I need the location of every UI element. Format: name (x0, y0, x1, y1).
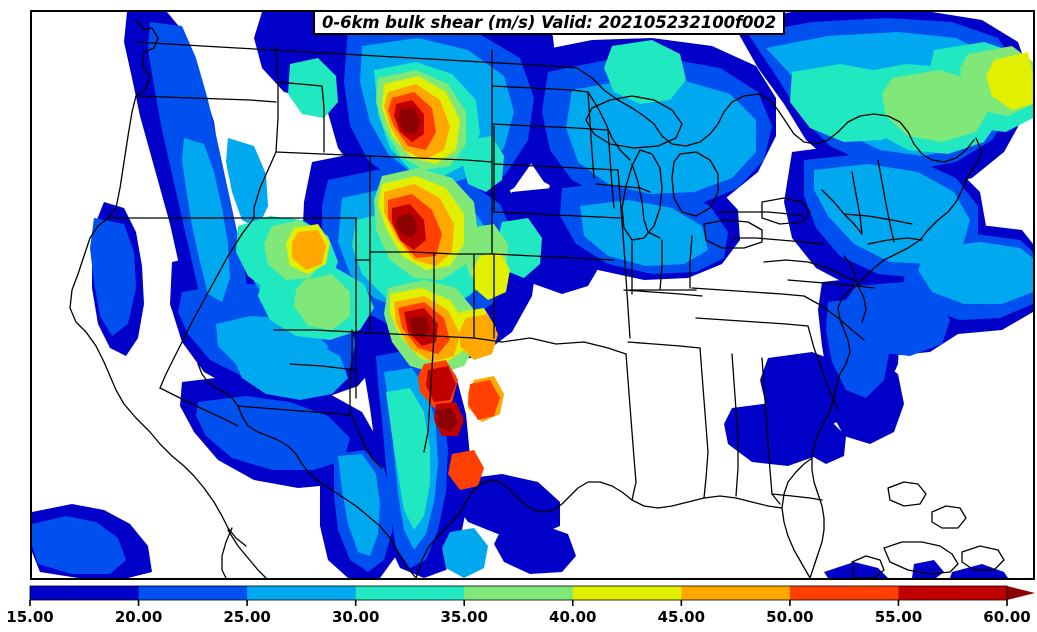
colorbar-canvas[interactable]: 15.00 20.00 25.00 30.00 35.00 40.00 45.00 50.00… (0, 584, 1037, 632)
geography-layer (69, 19, 1005, 578)
map-canvas[interactable] (32, 12, 1033, 578)
colorbar-band (572, 586, 682, 600)
colorbar-tick-label: 30.00 (332, 608, 379, 626)
colorbar-tick-label: 60.00 (983, 608, 1030, 626)
shear-band-60-plus (396, 108, 458, 432)
colorbar-band (30, 586, 140, 600)
colorbar-tick-label: 15.00 (6, 608, 53, 626)
colorbar-extend-arrow (1007, 586, 1035, 600)
colorbar-band (138, 586, 248, 600)
colorbar-tick-label: 25.00 (223, 608, 270, 626)
colorbar-band (789, 586, 900, 600)
map-title-text: 0-6km bulk shear (m/s) Valid: 2021052321… (322, 13, 777, 32)
colorbar-tick-label: 20.00 (115, 608, 162, 626)
colorbar-tick-label: 40.00 (549, 608, 596, 626)
colorbar-band (247, 586, 357, 600)
colorbar-band (355, 586, 465, 600)
colorbar-tick-label: 45.00 (658, 608, 705, 626)
map-panel[interactable] (30, 10, 1035, 580)
colorbar-tick-label: 50.00 (766, 608, 813, 626)
map-title-box: 0-6km bulk shear (m/s) Valid: 2021052321… (313, 10, 786, 35)
colorbar-band (898, 586, 1008, 600)
colorbar-tick-label: 35.00 (440, 608, 487, 626)
colorbar-band (681, 586, 791, 600)
colorbar-outline (29, 585, 1008, 601)
colorbar-band (464, 586, 574, 600)
colorbar-ticks (29, 600, 1008, 606)
colorbar-tick-labels: 15.00 20.00 25.00 30.00 35.00 40.00 45.00 50.00… (6, 608, 1030, 626)
colorbar-bands (29, 585, 1035, 601)
colorbar-tick-label: 55.00 (875, 608, 922, 626)
colorbar[interactable]: 15.00 20.00 25.00 30.00 35.00 40.00 45.00 50.00… (0, 584, 1037, 632)
